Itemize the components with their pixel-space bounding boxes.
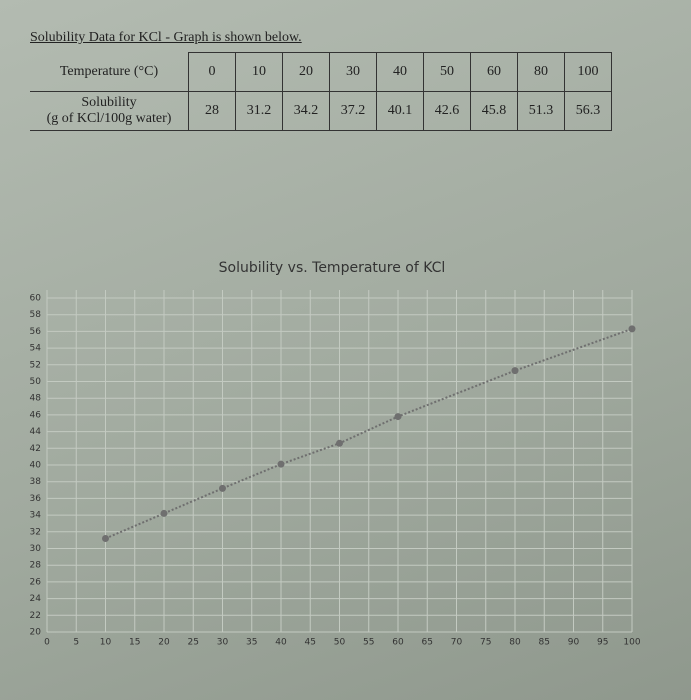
table-cell: 20 <box>282 52 330 92</box>
data-point <box>511 367 519 375</box>
x-tick-label: 85 <box>539 638 550 648</box>
x-tick-label: 70 <box>451 638 463 648</box>
data-point <box>628 325 636 333</box>
y-tick-label: 48 <box>30 394 42 404</box>
x-tick-label: 35 <box>246 638 257 648</box>
y-tick-label: 58 <box>30 310 42 320</box>
y-tick-label: 38 <box>30 477 42 487</box>
table-cell: 51.3 <box>517 91 565 131</box>
x-tick-label: 50 <box>334 638 346 648</box>
x-tick-label: 15 <box>129 638 140 648</box>
y-tick-label: 56 <box>30 327 42 337</box>
y-tick-label: 32 <box>30 527 41 537</box>
data-point <box>394 413 402 421</box>
x-tick-label: 55 <box>363 638 374 648</box>
y-tick-label: 42 <box>30 444 41 454</box>
y-tick-label: 30 <box>30 544 42 554</box>
x-tick-label: 45 <box>305 638 316 648</box>
y-tick-label: 20 <box>30 628 42 638</box>
row-label: Temperature (°C) <box>30 52 189 92</box>
table-cell: 80 <box>517 52 565 92</box>
x-tick-label: 90 <box>568 638 580 648</box>
row-label-line: Temperature (°C) <box>59 63 159 79</box>
y-tick-label: 54 <box>30 344 42 354</box>
table-cell: 37.2 <box>329 91 377 131</box>
y-tick-label: 60 <box>30 294 42 304</box>
x-tick-label: 0 <box>44 638 50 648</box>
chart-title: Solubility vs. Temperature of KCl <box>219 260 446 276</box>
y-tick-label: 34 <box>30 511 42 521</box>
x-tick-label: 60 <box>392 638 404 648</box>
table-cell: 56.3 <box>564 91 612 131</box>
y-tick-label: 44 <box>30 427 42 437</box>
y-tick-label: 28 <box>30 561 42 571</box>
y-tick-label: 26 <box>30 577 42 587</box>
table-cell: 60 <box>470 52 518 92</box>
table-cell: 0 <box>188 52 236 92</box>
table-cell: 42.6 <box>423 91 471 131</box>
worksheet-heading: Solubility Data for KCl - Graph is shown… <box>30 30 302 45</box>
x-tick-label: 95 <box>597 638 608 648</box>
y-tick-label: 36 <box>30 494 42 504</box>
table-cell: 10 <box>235 52 283 92</box>
table-cell: 40.1 <box>376 91 424 131</box>
table-cell: 45.8 <box>470 91 518 131</box>
x-tick-label: 25 <box>188 638 199 648</box>
data-point <box>336 439 343 447</box>
y-tick-label: 22 <box>30 611 41 621</box>
y-tick-label: 52 <box>30 360 41 370</box>
y-tick-label: 40 <box>30 461 42 471</box>
x-tick-label: 5 <box>73 638 79 648</box>
table-row: Solubility (g of KCl/100g water) 28 31.2 34.… <box>30 91 612 131</box>
table-cell: 34.2 <box>282 91 330 131</box>
x-tick-label: 20 <box>158 638 170 648</box>
y-tick-label: 50 <box>30 377 42 387</box>
table-cell: 30 <box>329 52 377 92</box>
data-table: Temperature (°C) 0 10 20 30 40 50 60 80 100 Solubi… <box>30 52 612 131</box>
data-point <box>102 534 109 542</box>
x-tick-label: 80 <box>509 638 521 648</box>
table-row: Temperature (°C) 0 10 20 30 40 50 60 80 100 <box>30 52 612 92</box>
row-label-line: (g of KCl/100g water) <box>46 111 172 126</box>
row-label-line: Solubility <box>81 95 137 110</box>
x-tick-label: 100 <box>623 638 640 648</box>
x-tick-label: 30 <box>217 638 229 648</box>
x-tick-label: 65 <box>422 638 433 648</box>
x-tick-label: 10 <box>100 638 112 648</box>
row-label: Solubility (g of KCl/100g water) <box>30 91 189 131</box>
y-tick-label: 24 <box>30 594 42 604</box>
data-point <box>219 484 226 492</box>
x-tick-label: 75 <box>480 638 491 648</box>
table-cell: 31.2 <box>235 91 283 131</box>
y-tick-label: 46 <box>30 410 42 420</box>
data-point <box>160 509 168 517</box>
x-tick-label: 40 <box>275 638 287 648</box>
table-cell: 100 <box>564 52 612 92</box>
trend-line <box>105 327 633 540</box>
data-point <box>277 460 285 468</box>
